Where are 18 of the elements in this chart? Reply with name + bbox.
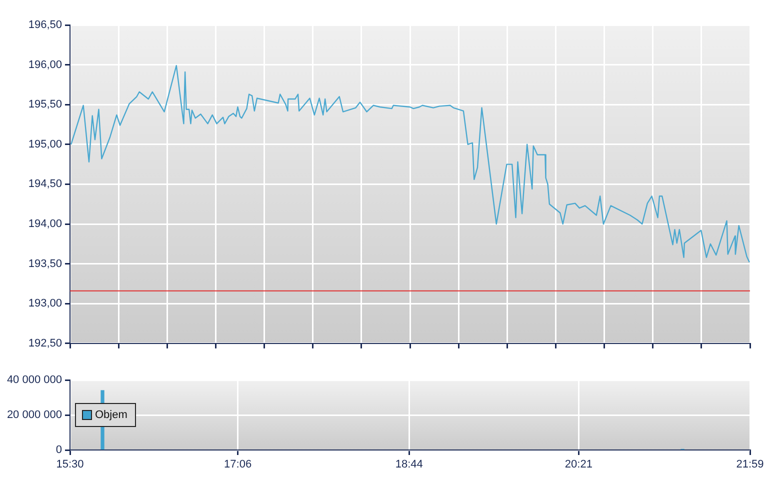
x-tick-label: 17:06 — [224, 458, 252, 471]
y-tick-label: 194,50 — [28, 178, 62, 190]
y-tick-label: 193,00 — [28, 298, 62, 310]
x-tick-label: 21:59 — [736, 458, 764, 471]
y-tick-label: 0 — [56, 444, 62, 456]
x-tick-label: 20:21 — [564, 458, 592, 471]
y-tick-label: 195,50 — [28, 98, 62, 111]
y-tick-label: 196,50 — [28, 19, 62, 32]
y-tick-label: 192,50 — [28, 337, 62, 350]
legend-label: Objem — [95, 409, 128, 421]
x-tick-label: 18:44 — [395, 458, 423, 471]
y-tick-label: 196,00 — [28, 58, 62, 71]
y-tick-label: 194,00 — [28, 218, 62, 230]
y-tick-label: 193,50 — [28, 258, 62, 270]
x-tick-label: 15:30 — [56, 458, 84, 471]
y-tick-label: 20 000 000 — [6, 409, 62, 422]
y-tick-label: 195,00 — [28, 138, 62, 150]
y-tick-label: 40 000 000 — [6, 374, 62, 386]
